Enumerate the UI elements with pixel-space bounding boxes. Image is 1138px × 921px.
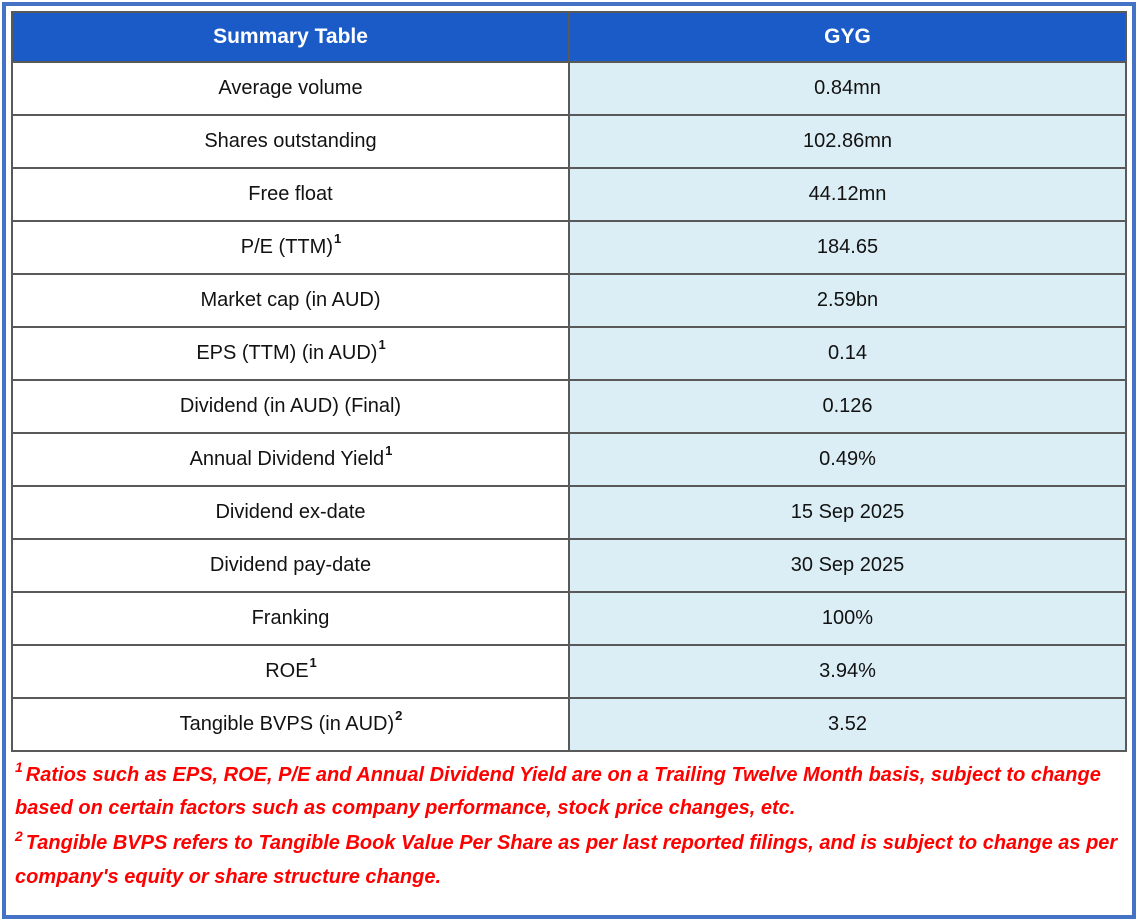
header-cell-summary-table: Summary Table [11, 11, 570, 63]
header-cell-ticker: GYG [568, 11, 1127, 63]
metric-value-cell: 3.52 [568, 697, 1127, 752]
metric-value-cell: 0.84mn [568, 61, 1127, 116]
metric-value-cell: 15 Sep 2025 [568, 485, 1127, 540]
footnote-reference: 1 [333, 231, 342, 247]
summary-table-body: Average volume 0.84mn Shares outstanding 10… [11, 61, 1127, 752]
table-row: Shares outstanding 102.86mn [11, 114, 1127, 169]
table-row: EPS (TTM) (in AUD)1 0.14 [11, 326, 1127, 381]
table-row: ROE1 3.94% [11, 644, 1127, 699]
summary-table: Summary Table GYG Average volume 0.84mn Sh… [11, 11, 1127, 752]
metric-label-cell: Average volume [11, 61, 570, 116]
footnotes: 1 Ratios such as EPS, ROE, P/E and Annual… [11, 757, 1127, 894]
content-area: Summary Table GYG Average volume 0.84mn Sh… [11, 11, 1127, 911]
metric-label-cell: Free float [11, 167, 570, 222]
table-row: Dividend (in AUD) (Final) 0.126 [11, 379, 1127, 434]
footnote-reference: 1 [385, 443, 393, 459]
metric-label-cell: Dividend ex-date [11, 485, 570, 540]
metric-value-cell: 0.14 [568, 326, 1127, 381]
table-row: Annual Dividend Yield1 0.49% [11, 432, 1127, 487]
metric-label-cell: Dividend pay-date [11, 538, 570, 593]
metric-value-cell: 44.12mn [568, 167, 1127, 222]
footnote-reference: 1 [309, 655, 317, 671]
metric-label-cell: Tangible BVPS (in AUD)2 [11, 697, 570, 752]
metric-value-cell: 100% [568, 591, 1127, 646]
table-row: P/E (TTM)1 184.65 [11, 220, 1127, 275]
metric-label-cell: Franking [11, 591, 570, 646]
metric-label-cell: Annual Dividend Yield1 [11, 432, 570, 487]
table-row: Free float 44.12mn [11, 167, 1127, 222]
footnote-number: 2 [15, 827, 23, 844]
footnote-number: 1 [15, 759, 23, 776]
metric-label-cell: EPS (TTM) (in AUD)1 [11, 326, 570, 381]
footnote-reference: 2 [395, 708, 403, 724]
table-row: Tangible BVPS (in AUD)2 3.52 [11, 697, 1127, 752]
table-row: Dividend pay-date 30 Sep 2025 [11, 538, 1127, 593]
metric-label-cell: Market cap (in AUD) [11, 273, 570, 328]
table-row: Average volume 0.84mn [11, 61, 1127, 116]
footnote-reference: 1 [378, 337, 386, 353]
summary-table-head: Summary Table GYG [11, 11, 1127, 63]
footnote: 2 Tangible BVPS refers to Tangible Book V… [15, 827, 1118, 888]
metric-value-cell: 0.126 [568, 379, 1127, 434]
table-row: Franking 100% [11, 591, 1127, 646]
metric-label-cell: P/E (TTM)1 [11, 220, 570, 275]
metric-value-cell: 30 Sep 2025 [568, 538, 1127, 593]
metric-value-cell: 0.49% [568, 432, 1127, 487]
metric-label-cell: Shares outstanding [11, 114, 570, 169]
metric-value-cell: 2.59bn [568, 273, 1127, 328]
metric-value-cell: 102.86mn [568, 114, 1127, 169]
footnote: 1 Ratios such as EPS, ROE, P/E and Annual… [15, 759, 1101, 820]
table-row: Market cap (in AUD) 2.59bn [11, 273, 1127, 328]
metric-value-cell: 3.94% [568, 644, 1127, 699]
metric-value-cell: 184.65 [568, 220, 1127, 275]
metric-label-cell: ROE1 [11, 644, 570, 699]
header-row: Summary Table GYG [11, 11, 1127, 63]
metric-label-cell: Dividend (in AUD) (Final) [11, 379, 570, 434]
table-row: Dividend ex-date 15 Sep 2025 [11, 485, 1127, 540]
